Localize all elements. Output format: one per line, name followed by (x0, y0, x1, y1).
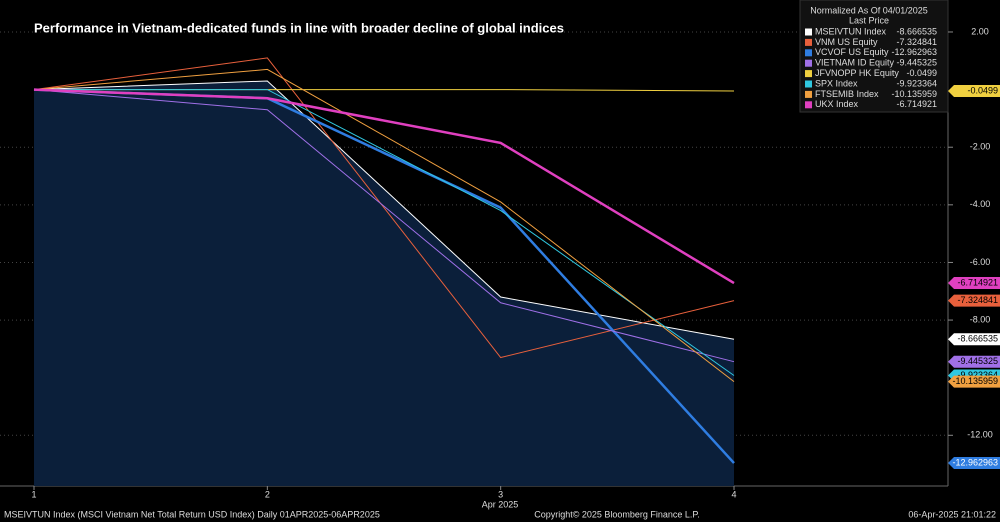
legend-swatch (805, 59, 812, 67)
chart-title: Performance in Vietnam-dedicated funds i… (34, 20, 564, 35)
y-tick-label: -8.00 (970, 314, 991, 324)
legend-label: JFVNOPP HK Equity (815, 68, 899, 78)
legend-label: SPX Index (815, 78, 858, 88)
x-axis-label: Apr 2025 (482, 499, 519, 509)
legend-subtitle: Last Price (849, 15, 889, 25)
x-tick-label: 3 (498, 489, 503, 499)
legend-value: -7.324841 (896, 37, 937, 47)
line (33, 80, 735, 340)
legend-label: FTSEMIB Index (815, 89, 879, 99)
line (33, 57, 735, 359)
value-tag (948, 457, 1000, 470)
legend-swatch (805, 28, 812, 36)
value-tag (948, 294, 1000, 307)
footer-right: 06-Apr-2025 21:01:22 (908, 509, 996, 519)
legend-label: UKX Index (815, 99, 859, 109)
legend-value: -8.666535 (896, 26, 937, 36)
value-tag-label: -7.324841 (957, 295, 998, 305)
footer-center: Copyright© 2025 Bloomberg Finance L.P. (534, 509, 700, 519)
legend-swatch (805, 70, 812, 78)
x-tick-label: 2 (265, 489, 270, 499)
legend-swatch (805, 101, 812, 109)
legend-label: VIETNAM ID Equity (815, 58, 895, 68)
legend-value: -12.962963 (891, 47, 937, 57)
value-tag-label: -6.714921 (957, 277, 998, 287)
value-tag-label: -12.962963 (952, 457, 998, 467)
value-tag (948, 375, 1000, 388)
y-tick-label: -4.00 (970, 199, 991, 209)
line (33, 68, 735, 382)
legend-label: VNM US Equity (815, 37, 878, 47)
y-tick-label: -12.00 (967, 430, 993, 440)
y-tick-label: 2.00 (971, 26, 989, 36)
legend-swatch (805, 49, 812, 57)
legend-label: VCVOF US Equity (815, 47, 889, 57)
value-tag-label: -10.135959 (952, 376, 998, 386)
y-tick-label: -2.00 (970, 142, 991, 152)
value-tag-label: -9.445325 (957, 356, 998, 366)
legend-value: -10.135959 (891, 89, 937, 99)
line (33, 89, 735, 363)
legend-swatch (805, 90, 812, 98)
legend-title: Normalized As Of 04/01/2025 (810, 5, 928, 15)
legend-value: -0.0499 (906, 68, 937, 78)
line (33, 88, 735, 285)
x-tick-label: 1 (31, 489, 36, 499)
plot (0, 31, 948, 486)
value-tag (948, 355, 1000, 368)
legend-swatch (805, 38, 812, 46)
legend-value: -9.923364 (896, 78, 937, 88)
legend-value: -6.714921 (896, 99, 937, 109)
value-tag-label: -8.666535 (957, 334, 998, 344)
value-tag-label: -9.923364 (957, 370, 998, 380)
value-tag (948, 277, 1000, 290)
line (34, 89, 735, 376)
y-tick-label: -6.00 (970, 257, 991, 267)
legend-label: MSEIVTUN Index (815, 26, 887, 36)
legend-box (799, 0, 949, 113)
area (34, 80, 734, 486)
x-tick-label: 4 (731, 489, 736, 499)
legend-swatch (805, 80, 812, 88)
value-tag (948, 333, 1000, 346)
value-tag (948, 85, 1000, 98)
value-tag-label: -0.0499 (967, 85, 998, 95)
footer-left: MSEIVTUN Index (MSCI Vietnam Net Total R… (4, 509, 380, 519)
legend-value: -9.445325 (896, 58, 937, 68)
